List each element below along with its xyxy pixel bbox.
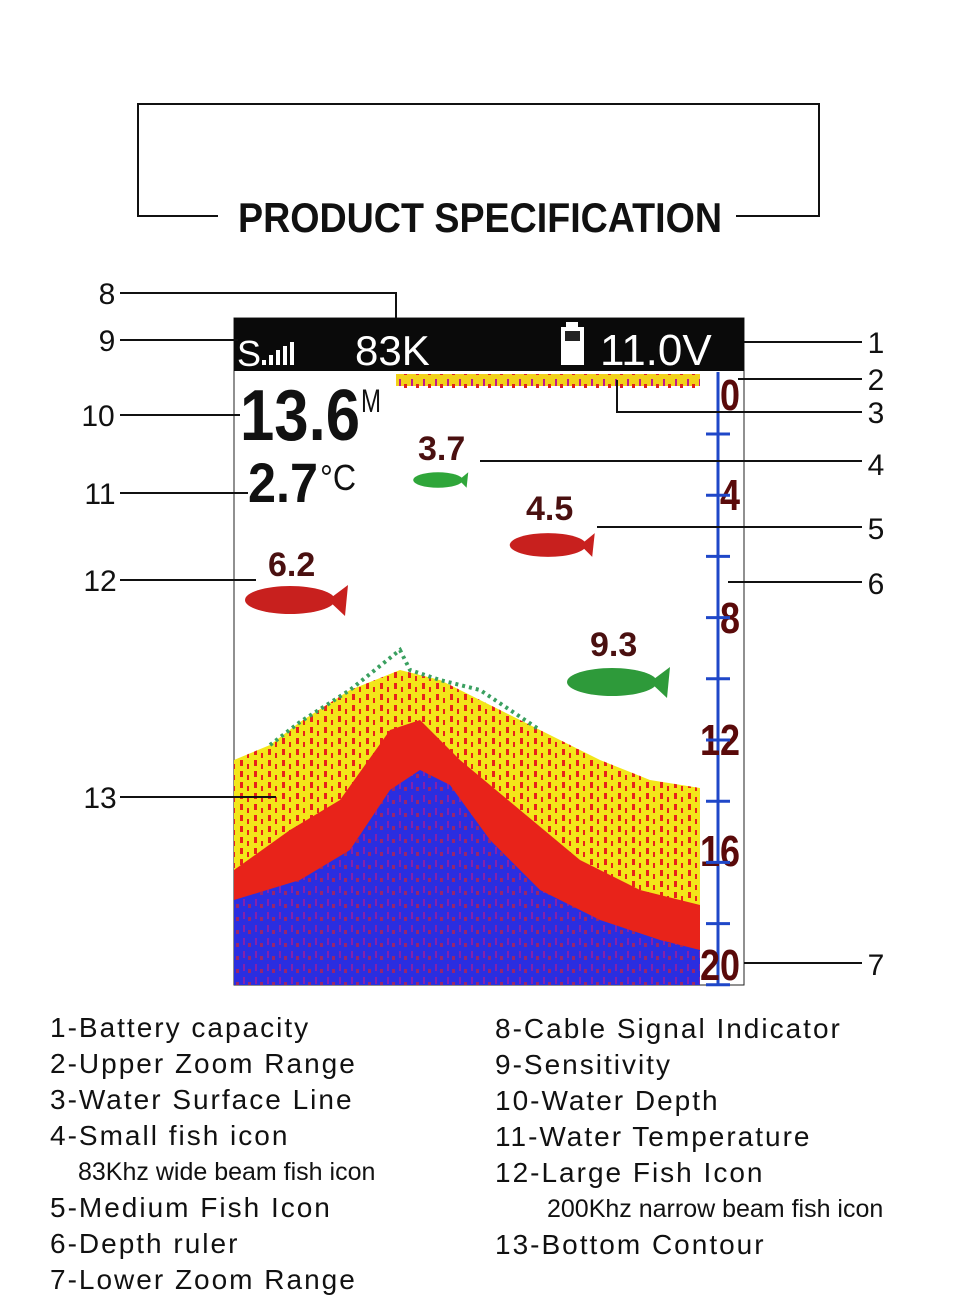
bottom-blue-speckle bbox=[234, 770, 700, 985]
callout-number: 8 bbox=[99, 278, 116, 311]
fish-small bbox=[413, 472, 469, 488]
legend-item: 2-Upper Zoom Range bbox=[50, 1048, 357, 1079]
title: PRODUCT SPECIFICATION bbox=[238, 194, 722, 241]
fish-medium bbox=[509, 533, 595, 557]
legend-item: 13-Bottom Contour bbox=[495, 1229, 766, 1260]
legend-item: 10-Water Depth bbox=[495, 1085, 720, 1116]
callout-number: 9 bbox=[99, 325, 116, 358]
legend-note: 83Khz wide beam fish icon bbox=[78, 1158, 375, 1186]
fish-depth-label: 4.5 bbox=[526, 490, 573, 528]
callout-number: 11 bbox=[84, 478, 115, 511]
water-depth: 13.6 bbox=[240, 376, 360, 456]
callout-number: 7 bbox=[868, 949, 885, 982]
ruler-label: 20 bbox=[700, 941, 740, 990]
legend-item: 1-Battery capacity bbox=[50, 1012, 310, 1043]
legend-item: 6-Depth ruler bbox=[50, 1228, 239, 1259]
fish-large bbox=[245, 585, 348, 616]
legend-note: 200Khz narrow beam fish icon bbox=[547, 1195, 883, 1223]
fish-depth-label: 3.7 bbox=[418, 430, 465, 468]
ruler-label: 16 bbox=[700, 827, 740, 876]
legend-item: 12-Large Fish Icon bbox=[495, 1157, 764, 1188]
callout-number: 4 bbox=[868, 449, 885, 482]
callout-number: 2 bbox=[868, 364, 885, 397]
callout-line bbox=[616, 380, 862, 413]
signal-s: S bbox=[237, 333, 261, 374]
ruler-label: 0 bbox=[720, 371, 740, 420]
fish-depth-label: 6.2 bbox=[268, 546, 315, 584]
fish-large-green bbox=[567, 667, 670, 698]
depth-unit: M bbox=[361, 383, 381, 419]
fish-icons bbox=[245, 472, 670, 698]
callout-number: 5 bbox=[868, 513, 885, 546]
battery-icon bbox=[561, 322, 584, 365]
title-bracket bbox=[137, 103, 820, 217]
callout-number: 1 bbox=[868, 327, 885, 360]
sonar-screen: S 83K 11.0V 13.6 M 2.7 °C bbox=[233, 317, 745, 986]
callout-number: 12 bbox=[83, 565, 116, 598]
legend-item: 7-Lower Zoom Range bbox=[50, 1264, 357, 1295]
fish-depth-label: 9.3 bbox=[590, 626, 637, 664]
status-bar bbox=[234, 318, 744, 371]
frequency: 83K bbox=[355, 327, 430, 374]
temperature-unit: °C bbox=[320, 457, 356, 498]
legend-item: 9-Sensitivity bbox=[495, 1049, 672, 1080]
water-temperature: 2.7 bbox=[248, 451, 318, 514]
legend-item: 8-Cable Signal Indicator bbox=[495, 1013, 842, 1044]
legend-item: 3-Water Surface Line bbox=[50, 1084, 354, 1115]
callout-number: 13 bbox=[83, 782, 116, 815]
signal-bars bbox=[262, 342, 294, 365]
callout-number: 10 bbox=[81, 400, 114, 433]
legend-item: 4-Small fish icon bbox=[50, 1120, 289, 1151]
legend-item: 5-Medium Fish Icon bbox=[50, 1192, 332, 1223]
callout-line bbox=[120, 292, 397, 318]
callout-number: 3 bbox=[868, 397, 885, 430]
voltage: 11.0V bbox=[600, 326, 712, 375]
surface-clutter bbox=[396, 374, 700, 388]
callout-number: 6 bbox=[868, 568, 885, 601]
ruler-label: 4 bbox=[720, 471, 740, 520]
legend-item: 11-Water Temperature bbox=[495, 1121, 812, 1152]
